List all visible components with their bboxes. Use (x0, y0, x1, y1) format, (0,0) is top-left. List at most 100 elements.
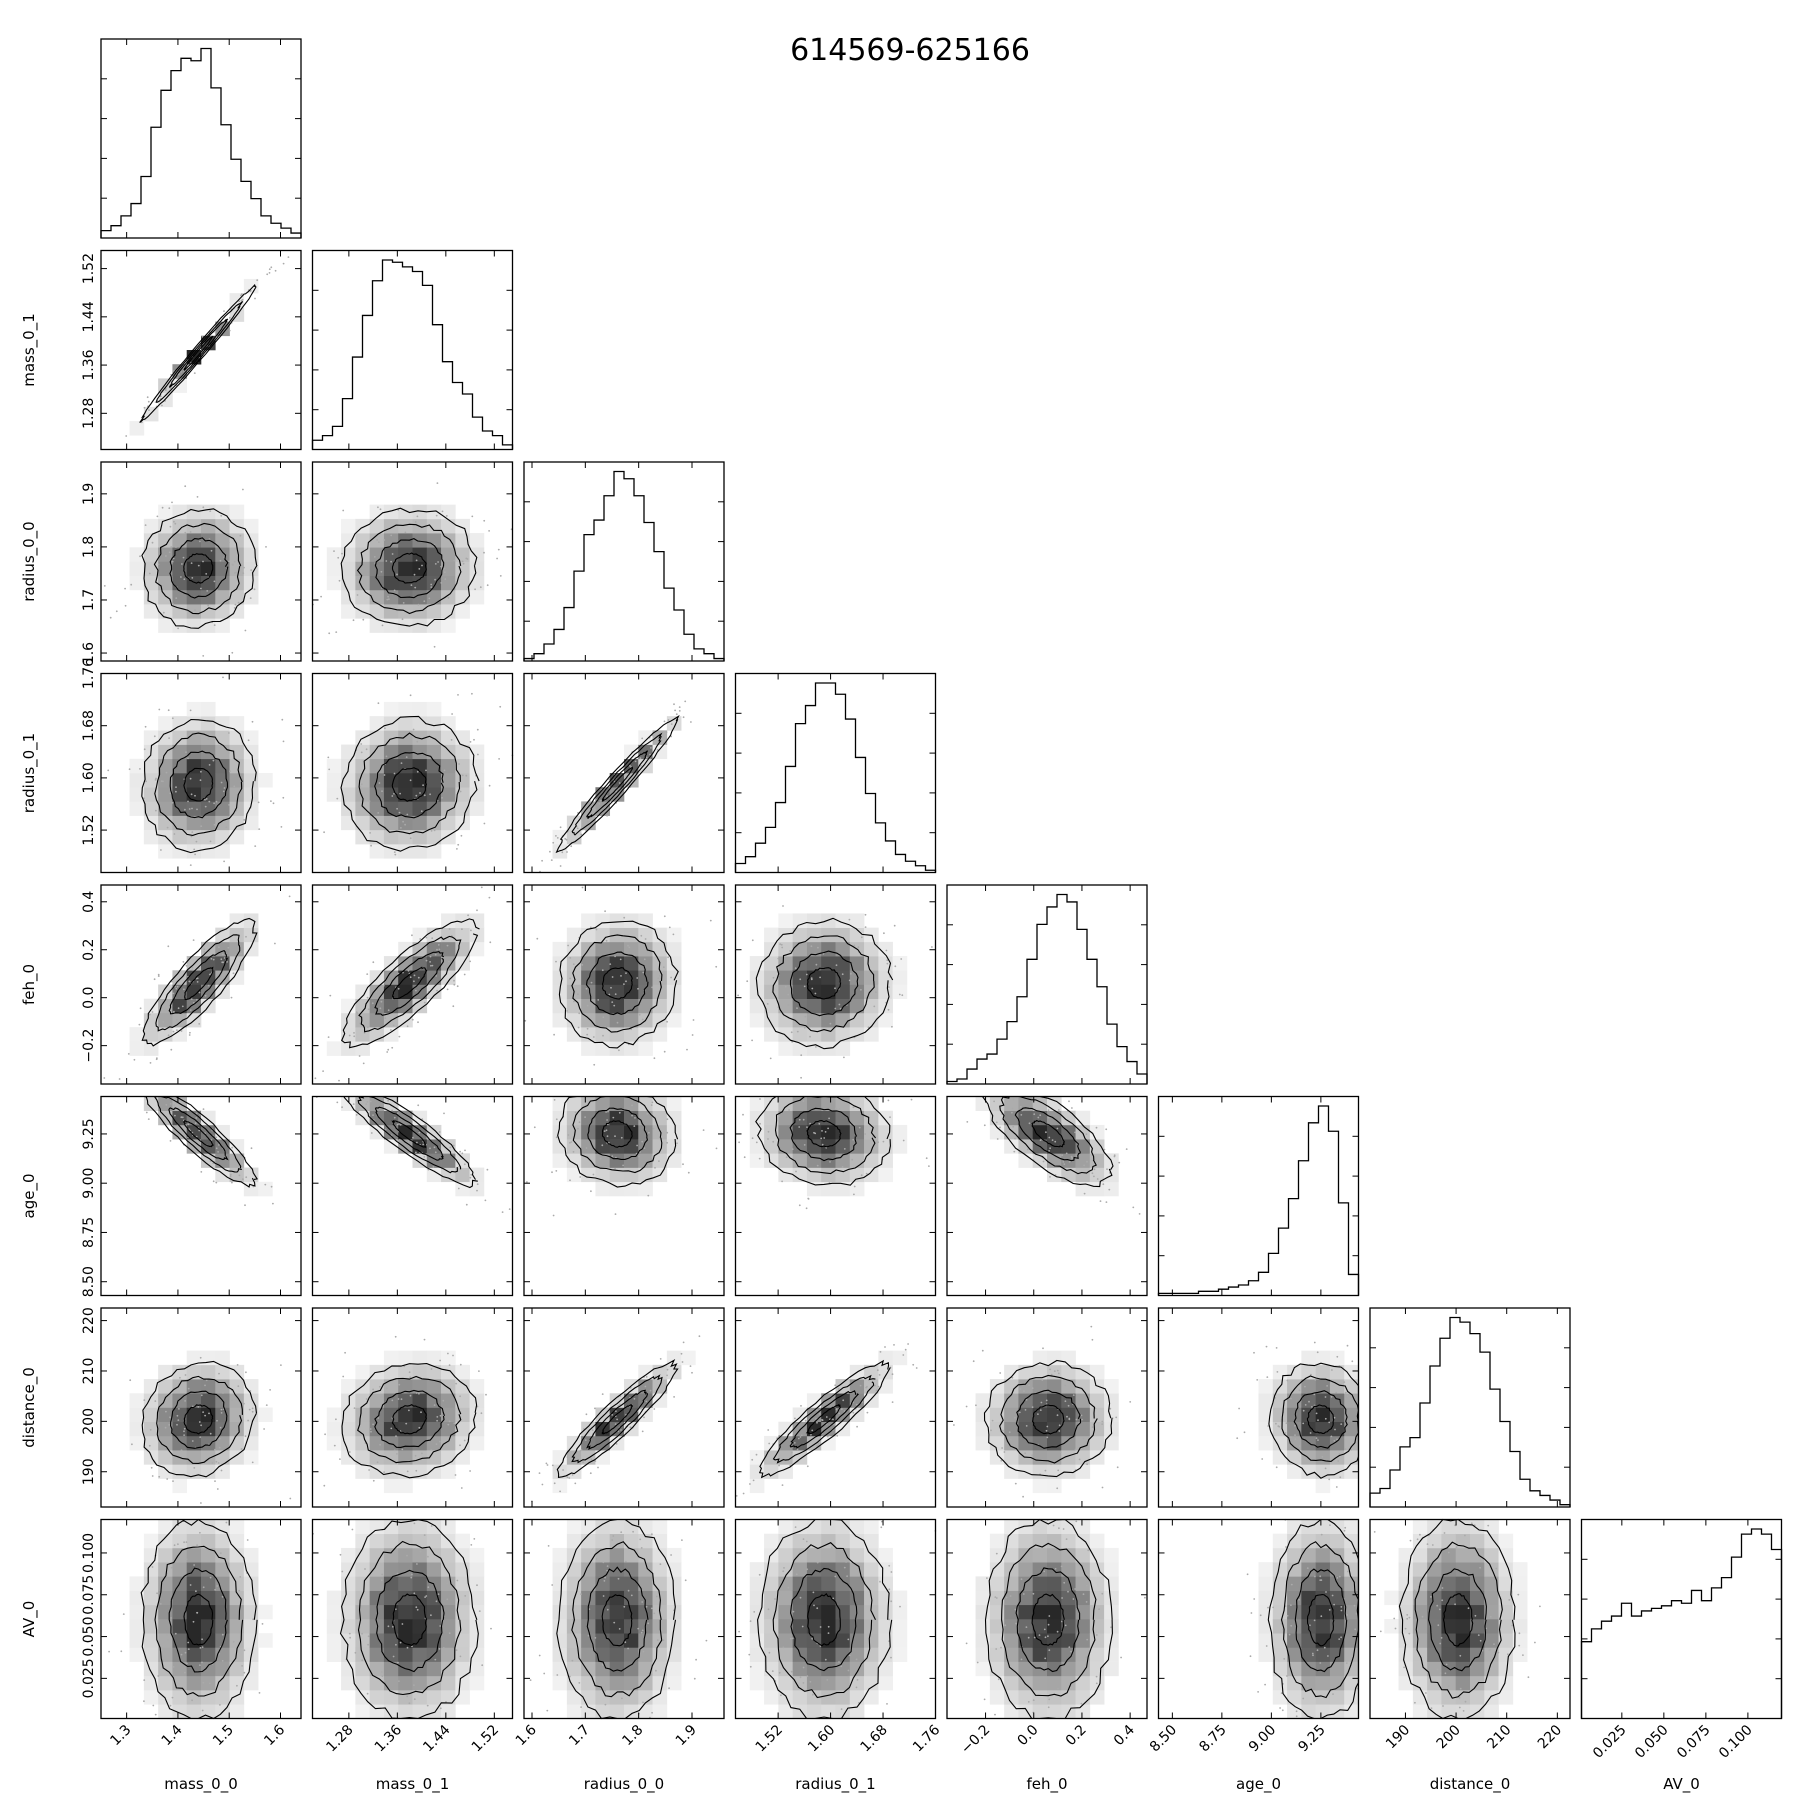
density-cell (749, 1647, 765, 1662)
panel-frame (100, 461, 302, 662)
sample-point (388, 598, 390, 601)
contour-line (999, 1374, 1098, 1464)
sample-point (222, 790, 225, 793)
density-cell (369, 1633, 385, 1648)
sample-point (200, 587, 202, 590)
density-cell (1075, 1167, 1091, 1183)
sample-point (220, 514, 223, 517)
density-cell (566, 956, 582, 971)
density-cell (412, 801, 428, 816)
sample-point (488, 896, 491, 899)
density-cell (1344, 1407, 1359, 1423)
sample-point (496, 557, 498, 560)
sample-point (433, 645, 436, 648)
density-cell (1315, 1576, 1331, 1591)
panel-ticks (735, 1308, 936, 1507)
density-cell (201, 1407, 216, 1423)
sample-point (1264, 1683, 1266, 1686)
density-cell (1272, 1647, 1288, 1662)
density-cell (835, 956, 851, 971)
density-cell (1398, 1547, 1414, 1563)
panel-radius_0_0-vs-age_0 (526, 1095, 718, 1217)
density-cell (398, 787, 413, 802)
sample-point (206, 590, 209, 592)
sample-point (843, 1056, 845, 1059)
sample-point (1321, 1455, 1324, 1458)
density-cell (581, 1533, 596, 1549)
sample-point (804, 1419, 807, 1422)
density-cell (566, 1464, 582, 1479)
contour-line (141, 718, 257, 854)
sample-point (1093, 1168, 1096, 1171)
density-cell (821, 1096, 836, 1112)
density-cell (821, 1435, 836, 1451)
density-cell (426, 1562, 442, 1577)
sample-point (1087, 1549, 1090, 1552)
density-cell (1272, 1533, 1288, 1549)
density-cell (1470, 1690, 1485, 1705)
density-cell (186, 533, 202, 548)
sample-point (235, 1399, 238, 1401)
sample-point (991, 1419, 994, 1422)
sample-point (798, 1126, 801, 1128)
sample-point (1344, 1398, 1347, 1400)
sample-point (366, 973, 369, 975)
sample-point (798, 1118, 801, 1121)
sample-point (247, 739, 250, 742)
sample-point (1314, 1575, 1316, 1578)
sample-point (171, 501, 173, 504)
density-cell (129, 787, 145, 802)
density-cell (412, 744, 428, 760)
sample-point (172, 603, 175, 606)
density-cell (355, 1704, 370, 1719)
density-cell (201, 1647, 216, 1662)
sample-point (379, 1007, 382, 1010)
density-cell (1032, 1364, 1048, 1380)
sample-point (1047, 1635, 1049, 1638)
sample-point (401, 1448, 404, 1451)
density-cell (455, 758, 470, 774)
density-cell (412, 1590, 428, 1606)
density-cell (441, 1590, 456, 1606)
density-cell (792, 1153, 808, 1168)
sample-point (455, 1649, 458, 1651)
sample-point (837, 1388, 840, 1390)
density-cell (749, 1124, 765, 1140)
panel-ticks (312, 1519, 513, 1719)
sample-point (1068, 1160, 1071, 1163)
sample-point (566, 1476, 569, 1479)
density-cell (426, 1519, 442, 1535)
density-cell (129, 1604, 145, 1620)
density-cell (455, 730, 470, 745)
sample-point (396, 1139, 399, 1141)
sample-point (1319, 1662, 1322, 1664)
sample-point (176, 376, 179, 379)
density-cell (652, 1675, 668, 1691)
density-cell (749, 1012, 765, 1028)
density-cell (609, 1124, 625, 1140)
sample-point (401, 1623, 404, 1625)
sample-point (349, 1636, 351, 1639)
sample-point (781, 1180, 783, 1183)
density-cell (143, 773, 159, 788)
density-cell (821, 913, 836, 928)
sample-point (139, 555, 141, 558)
density-cell (172, 604, 188, 619)
density-cell (566, 1647, 582, 1662)
sample-point (1031, 1454, 1034, 1457)
sample-point (880, 1526, 883, 1529)
sample-point (381, 1573, 384, 1576)
sample-point (834, 1575, 837, 1578)
sample-point (1047, 1706, 1050, 1709)
density-cell (469, 1576, 485, 1591)
density-cell (341, 744, 356, 760)
density-cell (989, 1533, 1005, 1549)
density-cell (355, 1364, 370, 1380)
sample-point (1113, 1155, 1116, 1158)
density-cell (1344, 1547, 1359, 1563)
density-cell (1455, 1562, 1471, 1577)
sample-point (215, 800, 218, 803)
sample-point (396, 1453, 398, 1455)
density-cell (864, 1647, 879, 1662)
density-cell (1315, 1590, 1331, 1606)
